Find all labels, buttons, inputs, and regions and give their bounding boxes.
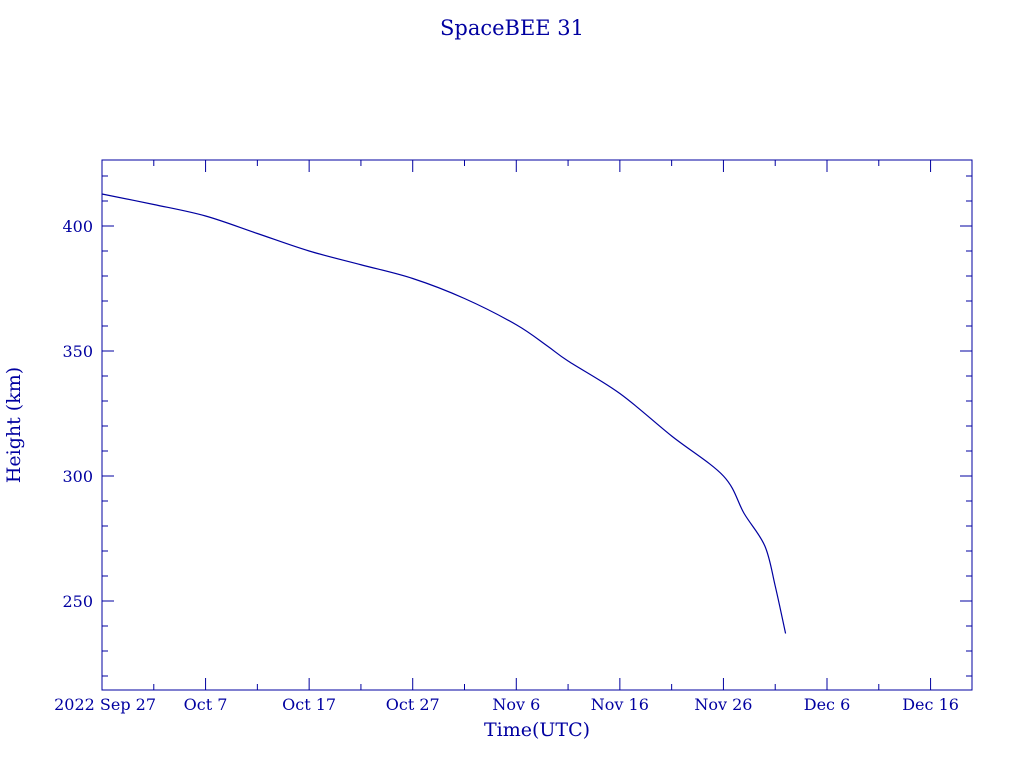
x-tick-label: Dec 6: [804, 695, 851, 714]
x-tick-label: Oct 17: [282, 695, 336, 714]
y-tick-label: 250: [62, 592, 93, 611]
x-tick-label: Nov 16: [591, 695, 649, 714]
y-tick-label: 300: [62, 467, 93, 486]
x-tick-label: Nov 26: [694, 695, 752, 714]
y-tick-label: 400: [62, 217, 93, 236]
x-tick-label: Oct 27: [386, 695, 440, 714]
y-tick-label: 350: [62, 342, 93, 361]
x-tick-label: 2022 Sep 27: [54, 695, 156, 714]
chart-title: SpaceBEE 31: [439, 16, 585, 40]
x-tick-label: Nov 6: [492, 695, 540, 714]
x-tick-label: Oct 7: [184, 695, 228, 714]
x-axis-label: Time(UTC): [483, 719, 591, 741]
x-tick-label: Dec 16: [902, 695, 959, 714]
height-series-line: [101, 193, 787, 634]
plot-frame: [101, 159, 973, 691]
